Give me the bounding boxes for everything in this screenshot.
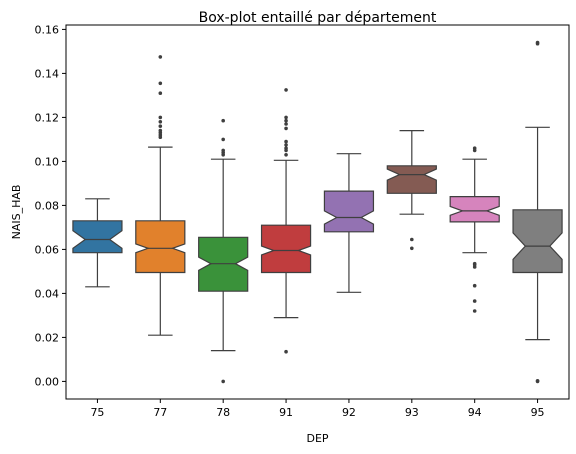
outlier-point: [221, 118, 225, 123]
y-tick-label: 0.00: [35, 375, 60, 388]
y-tick-label: 0.10: [35, 155, 60, 168]
x-tick-label: 78: [216, 406, 230, 419]
x-axis: 75 77 78 91 92 93 94 95: [90, 399, 545, 419]
y-tick-label: 0.12: [35, 111, 60, 124]
outlier-point: [158, 91, 163, 95]
outlier-point: [472, 261, 477, 266]
x-tick-label: 75: [90, 406, 104, 419]
plot-area: [72, 40, 563, 384]
axes-frame: [65, 24, 570, 400]
box-group-92: [323, 153, 375, 293]
outlier-point: [284, 122, 288, 126]
y-axis-label: NAIS_HAB: [10, 185, 23, 240]
outlier-point: [158, 81, 163, 86]
outlier-point: [221, 137, 225, 142]
box-group-75: [72, 198, 123, 288]
box-group-77: [135, 55, 186, 336]
box-body: [512, 209, 563, 274]
outlier-point: [410, 237, 414, 242]
box-body: [449, 196, 500, 223]
outlier-point: [472, 309, 477, 313]
x-tick-label: 91: [279, 406, 293, 419]
box-group-94: [449, 146, 500, 313]
y-tick-label: 0.14: [35, 67, 60, 80]
outlier-point: [284, 153, 288, 157]
outlier-point: [158, 115, 163, 120]
y-tick-label: 0.16: [35, 23, 60, 36]
x-tick-label: 95: [531, 406, 545, 419]
outlier-point: [284, 146, 288, 150]
box-body: [72, 220, 123, 254]
box-body: [386, 165, 437, 194]
x-tick-label: 77: [153, 406, 167, 419]
box-body: [135, 220, 186, 274]
y-axis: 0.00 0.02 0.04 0.06 0.08 0.10 0.12 0.14 0.16: [35, 23, 66, 388]
outlier-point: [472, 283, 477, 288]
outlier-point: [284, 88, 288, 92]
outlier-point: [158, 124, 163, 128]
outlier-point: [284, 143, 288, 147]
box-group-78: [198, 118, 249, 384]
outlier-point: [284, 139, 288, 144]
y-tick-label: 0.04: [35, 287, 60, 300]
outlier-point: [472, 146, 477, 150]
x-tick-label: 94: [468, 406, 482, 419]
box-body: [260, 224, 312, 274]
x-tick-label: 92: [342, 406, 356, 419]
box-body: [323, 190, 375, 233]
outlier-point: [284, 349, 288, 354]
outlier-point: [410, 246, 414, 251]
outlier-point: [158, 128, 163, 133]
outlier-point: [158, 55, 163, 59]
x-axis-label: DEP: [306, 432, 328, 445]
outlier-point: [221, 148, 225, 153]
chart-title: Box-plot entaillé par département: [199, 10, 437, 26]
y-tick-label: 0.06: [35, 243, 60, 256]
outlier-point: [535, 40, 540, 45]
box-group-93: [386, 130, 437, 251]
outlier-point: [284, 118, 288, 123]
outlier-point: [284, 126, 288, 131]
y-tick-label: 0.02: [35, 331, 60, 344]
y-tick-label: 0.08: [35, 199, 60, 212]
outlier-point: [472, 299, 477, 303]
outlier-point: [284, 115, 288, 120]
box-group-95: [512, 40, 563, 384]
outlier-point: [221, 379, 225, 384]
box-group-91: [260, 88, 312, 354]
outlier-point: [535, 378, 540, 383]
x-tick-label: 93: [405, 406, 419, 419]
outlier-point: [158, 120, 163, 124]
